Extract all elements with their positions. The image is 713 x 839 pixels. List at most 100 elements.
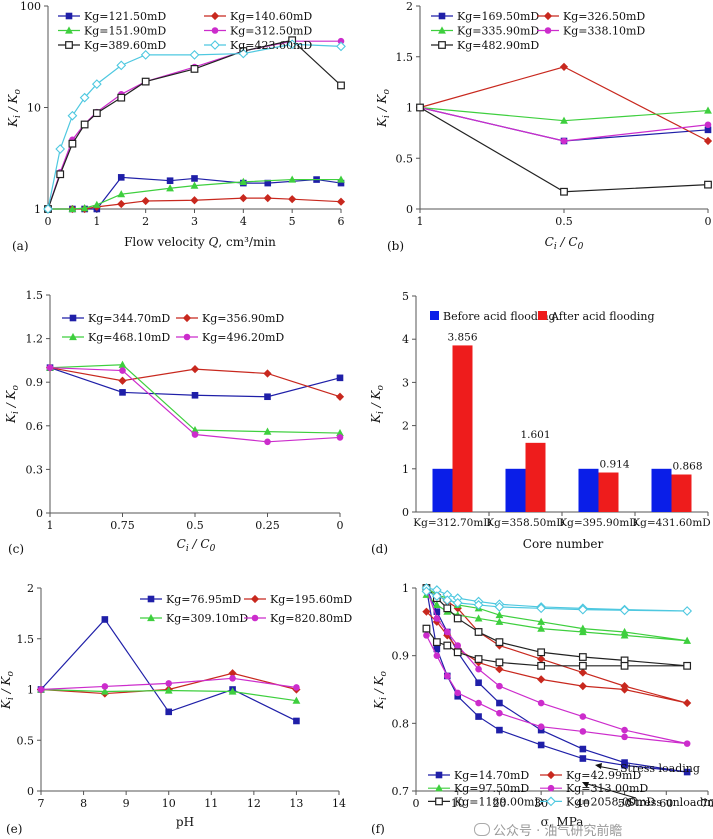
- panel-b-x-tick-label: 0: [705, 215, 712, 228]
- panel-d-y-tick-label: 4: [402, 333, 409, 346]
- panel-c-y-tick-label: 0.6: [26, 420, 44, 433]
- panel-c-series-3-point: [119, 367, 126, 374]
- panel-a-legend-marker: [210, 11, 220, 21]
- panel-e-series-3-point: [37, 686, 45, 693]
- panel-f-legend-marker: [435, 797, 443, 806]
- panel-a-legend-label: Kg=312.50mD: [230, 25, 312, 38]
- panel-b-series-1-point: [559, 62, 569, 71]
- panel-b-series-0-line: [419, 106, 709, 142]
- panel-f-series-0-point: [621, 761, 628, 769]
- panel-b-y-tick-label: 1.5: [396, 51, 414, 64]
- panel-e-series-0-point: [165, 708, 173, 716]
- panel-d-y-tick-label: 3: [402, 376, 409, 389]
- panel-d-legend-label: After acid flooding: [550, 310, 655, 323]
- panel-d-bar: [432, 468, 453, 512]
- panel-d-bar: [505, 468, 526, 512]
- panel-f-x-tick-label: 40: [576, 797, 590, 810]
- panel-b-legend-label: Kg=338.10mD: [563, 25, 645, 38]
- panel-c-series-3-point: [191, 431, 199, 438]
- panel-a-series-1-point: [336, 197, 346, 206]
- panel-f-series-4-point: [453, 648, 462, 657]
- panel-a-x-tick-label: 4: [240, 215, 247, 228]
- panel-c-y-tick-label: 1.2: [26, 333, 44, 346]
- panel-f-series-0-point: [683, 768, 691, 776]
- panel-f-series-5-point: [682, 606, 693, 616]
- panel-f-x-tick-label: 60: [659, 797, 673, 810]
- panel-d-y-label: Ki / Ko: [369, 384, 386, 424]
- panel-f-series-4-point: [578, 661, 587, 670]
- panel-f-series-1-line: [426, 587, 688, 704]
- panel-b-series-3-point: [704, 121, 712, 129]
- panel-f-series-2-point: [495, 617, 504, 625]
- panel-f-series-2-point: [537, 624, 546, 632]
- panel-f-series-0-line: [425, 587, 688, 773]
- panel-b-legend-marker: [543, 11, 553, 21]
- panel-e-series-3-point: [101, 683, 109, 690]
- panel-f-series-1-point: [422, 607, 431, 616]
- panel-f-series-0-point: [579, 745, 587, 753]
- panel-f-series-2-point: [578, 627, 587, 636]
- panel-c-y-label: Ki / Ko: [4, 384, 21, 424]
- panel-f-series-3-point: [443, 672, 451, 680]
- panel-a-legend-label: Kg=121.50mD: [84, 10, 166, 23]
- panel-f-x-tick-label: 20: [492, 797, 506, 810]
- panel-a-series-0-point: [337, 179, 345, 187]
- panel-a-series-1-point: [190, 196, 199, 205]
- panel-d-bar: [671, 474, 692, 512]
- panel-b-y-tick-label: 0: [406, 203, 413, 216]
- panel-e-legend-label: Kg=820.80mD: [270, 612, 352, 625]
- panel-f-series-2-line: [426, 587, 688, 642]
- panel-b-y-tick-label: 2: [406, 0, 413, 13]
- panel-a-series-5-point: [116, 60, 127, 71]
- panel-f-series-3-point: [423, 632, 430, 639]
- panel-a-legend-marker: [65, 26, 73, 34]
- panel-a-x-label: Flow velocity Q, cm³/min: [124, 235, 276, 249]
- panel-d-data-label: 3.856: [447, 331, 477, 343]
- panel-d-x-label: Core number: [523, 537, 604, 551]
- panel-c-series-0-point: [119, 389, 126, 396]
- panel-f-series-4-point: [474, 628, 483, 636]
- panel-a-x-tick-label: 2: [142, 215, 149, 228]
- panel-c-legend-label: Kg=468.10mD: [88, 331, 170, 344]
- panel-f-series-5-point: [577, 604, 588, 615]
- panel-f-series-0-point: [433, 608, 441, 615]
- panel-a-legend-label: Kg=389.60mD: [84, 39, 166, 52]
- panel-f-y-tick-label: 0.7: [392, 785, 410, 798]
- panel-f-x-tick-label: 30: [534, 797, 548, 810]
- panel-f-series-0-point: [454, 692, 462, 700]
- panel-e-legend-marker: [250, 594, 260, 604]
- panel-a-series-5-point: [91, 79, 102, 89]
- panel-c-x-tick-label: 0: [337, 519, 344, 532]
- panel-c-series-0-point: [264, 393, 271, 401]
- panel-a-series-0-point: [191, 175, 198, 182]
- panel-c-x-tick-label: 0.75: [110, 519, 135, 532]
- panel-f-legend-marker: [547, 784, 555, 792]
- panel-a-series-4-point: [190, 65, 199, 73]
- panel-a-series-2-point: [68, 204, 77, 213]
- panel-c-y-tick-label: 0: [36, 507, 43, 520]
- panel-f-series-0-point: [537, 741, 545, 749]
- panel-a-series-5-point: [79, 92, 90, 103]
- panel-d-category-label: Kg=395.90mD: [559, 517, 637, 529]
- panel-f-y-tick-label: 0.8: [392, 717, 410, 730]
- panel-f-series-3-point: [433, 652, 441, 659]
- panel-f-series-3-point: [475, 665, 482, 673]
- watermark: 公众号 · 油气研究前瞻: [474, 820, 622, 839]
- panel-e-y-tick-label: 0.5: [17, 734, 35, 747]
- panel-f-y-label: Ki / Ko: [372, 670, 389, 710]
- panel-d-legend-swatch: [538, 311, 547, 320]
- panel-f-series-4-point: [453, 614, 462, 623]
- panel-a-series-4-point: [117, 93, 126, 102]
- panel-e-series-2-point: [292, 696, 301, 704]
- panel-d-tag: (d): [371, 542, 388, 556]
- panel-e-series-2-point: [100, 687, 109, 695]
- panel-a-series-2-point: [190, 181, 199, 189]
- panel-e-y-tick-label: 0: [27, 785, 34, 798]
- panel-a-y-label: Ki / Ko: [6, 88, 23, 128]
- panel-a-y-tick-label: 100: [20, 0, 41, 13]
- panel-f-series-4-point: [474, 655, 483, 663]
- panel-c-legend-marker: [69, 332, 77, 341]
- panel-f-series-0-point: [496, 699, 503, 707]
- panel-b-series-2-point: [560, 116, 568, 124]
- panel-d-category-label: Kg=431.60mD: [632, 517, 710, 529]
